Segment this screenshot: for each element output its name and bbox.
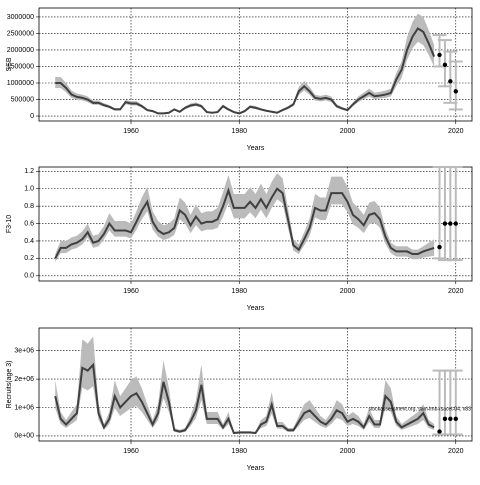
y-tick-label: 2000000 [7,47,34,54]
y-axis-label: F3-10 [6,215,13,233]
x-tick-label: 1980 [231,128,247,135]
y-axis-label: SSB [6,57,13,71]
projection-point [442,62,448,68]
y-tick-label: 0.0 [24,273,34,280]
x-tick-label: 2000 [340,448,356,455]
projection-point [453,416,458,422]
plot-frame [38,7,473,122]
y-tick-label: 0.4 [24,238,34,245]
estimate-line [55,27,436,115]
x-axis-label: Years [247,465,265,472]
y-tick-label: 2500000 [7,30,34,37]
y-tick-label: 1.2 [24,168,34,175]
x-tick-label: 1960 [123,448,139,455]
x-tick-label: 2000 [340,288,356,295]
annotation: stockassessment.org, sam-lmb-rsacet-04, … [368,407,471,413]
y-tick-label: 3e+06 [14,348,34,355]
estimate-line [54,187,435,259]
estimate-line [54,362,435,435]
projection-point [437,429,442,434]
y-tick-label: 1500000 [7,63,34,70]
y-tick-label: 0.8 [24,203,34,210]
x-tick-label: 2020 [448,128,464,135]
x-tick-label: 2020 [448,448,464,455]
y-tick-label: 0.6 [24,220,34,227]
y-tick-label: 3000000 [7,14,34,21]
y-tick-label: 0 [30,113,34,120]
plot-frame [38,166,473,282]
confidence-band [55,173,435,262]
x-tick-label: 2000 [340,128,356,135]
x-tick-label: 2020 [448,288,464,295]
projection-point [437,244,442,250]
projection-point [442,416,448,422]
projection-point [448,416,453,422]
y-tick-label: 1e+06 [14,404,34,411]
plot-frame [38,327,473,442]
y-tick-label: 2e+06 [14,376,34,383]
projection-point [453,89,458,94]
confidence-band [55,336,435,434]
confidence-band [55,13,435,114]
x-axis-label: Years [247,145,265,152]
x-axis-label: Years [247,305,265,312]
x-tick-label: 1980 [231,448,247,455]
x-tick-label: 1960 [123,288,139,295]
projection-point [448,79,453,84]
projection-point [453,221,458,226]
y-axis-label: Recruits(age 3) [6,361,13,409]
projection-point [448,221,453,226]
x-tick-label: 1980 [231,288,247,295]
y-tick-label: 1.0 [24,186,34,193]
x-tick-label: 1960 [123,128,139,135]
y-tick-label: 500000 [11,96,34,103]
projection-point [442,221,448,226]
projection-point [437,52,442,58]
y-tick-label: 0.2 [24,255,34,262]
y-tick-label: 1000000 [7,80,34,87]
y-tick-label: 0e+00 [14,433,34,440]
